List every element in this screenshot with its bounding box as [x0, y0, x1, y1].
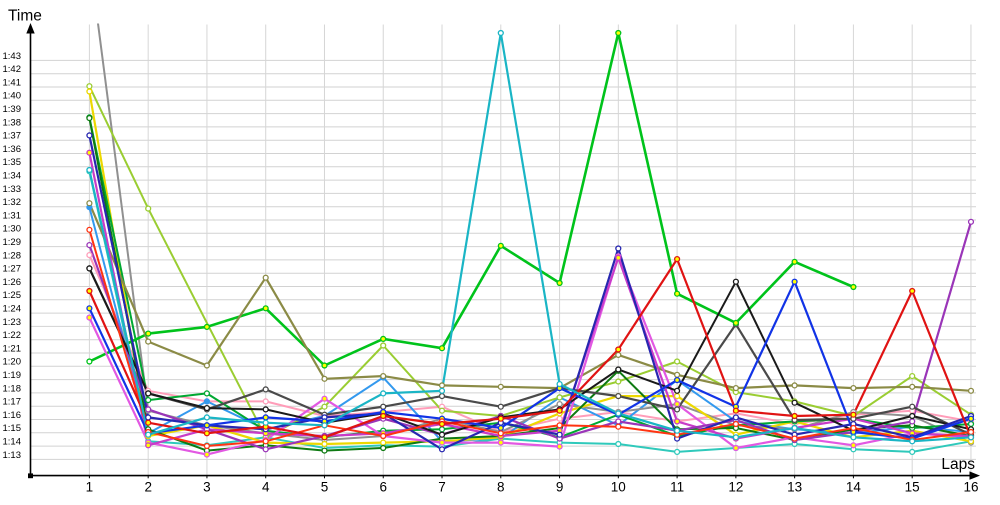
svg-text:1:37: 1:37 — [3, 131, 22, 142]
svg-text:1:40: 1:40 — [3, 91, 22, 102]
svg-text:1:22: 1:22 — [3, 330, 22, 341]
svg-text:1:25: 1:25 — [3, 290, 22, 301]
svg-text:2: 2 — [144, 480, 152, 495]
svg-text:1:32: 1:32 — [3, 197, 22, 208]
svg-text:Time: Time — [8, 8, 42, 25]
svg-text:11: 11 — [670, 480, 684, 495]
svg-text:1:20: 1:20 — [3, 357, 22, 368]
svg-text:Laps: Laps — [941, 456, 975, 473]
svg-text:8: 8 — [497, 480, 505, 495]
svg-text:1:31: 1:31 — [3, 210, 22, 221]
svg-text:6: 6 — [379, 480, 387, 495]
svg-text:1:29: 1:29 — [3, 237, 22, 248]
svg-text:15: 15 — [905, 480, 920, 495]
svg-text:1:41: 1:41 — [3, 77, 22, 88]
svg-text:1:17: 1:17 — [3, 397, 22, 408]
svg-text:1:26: 1:26 — [3, 277, 22, 288]
svg-text:1:27: 1:27 — [3, 264, 22, 275]
svg-text:1: 1 — [86, 480, 94, 495]
svg-text:1:36: 1:36 — [3, 144, 22, 155]
svg-text:1:33: 1:33 — [3, 184, 22, 195]
svg-text:1:16: 1:16 — [3, 410, 22, 421]
svg-text:12: 12 — [728, 480, 743, 495]
svg-text:1:14: 1:14 — [3, 437, 22, 448]
svg-text:1:34: 1:34 — [3, 171, 22, 182]
svg-text:1:28: 1:28 — [3, 250, 22, 261]
svg-text:1:23: 1:23 — [3, 317, 22, 328]
svg-text:3: 3 — [203, 480, 211, 495]
svg-text:1:30: 1:30 — [3, 224, 22, 235]
svg-text:10: 10 — [611, 480, 626, 495]
svg-text:1:43: 1:43 — [3, 51, 22, 62]
svg-text:1:21: 1:21 — [3, 343, 22, 354]
svg-text:13: 13 — [787, 480, 802, 495]
svg-text:7: 7 — [438, 480, 446, 495]
svg-text:1:13: 1:13 — [3, 450, 22, 461]
svg-text:1:24: 1:24 — [3, 304, 22, 315]
svg-text:1:15: 1:15 — [3, 423, 22, 434]
svg-text:1:42: 1:42 — [3, 64, 22, 75]
svg-text:16: 16 — [963, 480, 978, 495]
svg-text:1:18: 1:18 — [3, 383, 22, 394]
svg-text:1:35: 1:35 — [3, 157, 22, 168]
svg-text:4: 4 — [262, 480, 270, 495]
svg-text:5: 5 — [321, 480, 329, 495]
svg-text:1:19: 1:19 — [3, 370, 22, 381]
svg-text:1:38: 1:38 — [3, 117, 22, 128]
svg-text:9: 9 — [556, 480, 564, 495]
svg-text:14: 14 — [846, 480, 862, 495]
svg-text:1:39: 1:39 — [3, 104, 22, 115]
